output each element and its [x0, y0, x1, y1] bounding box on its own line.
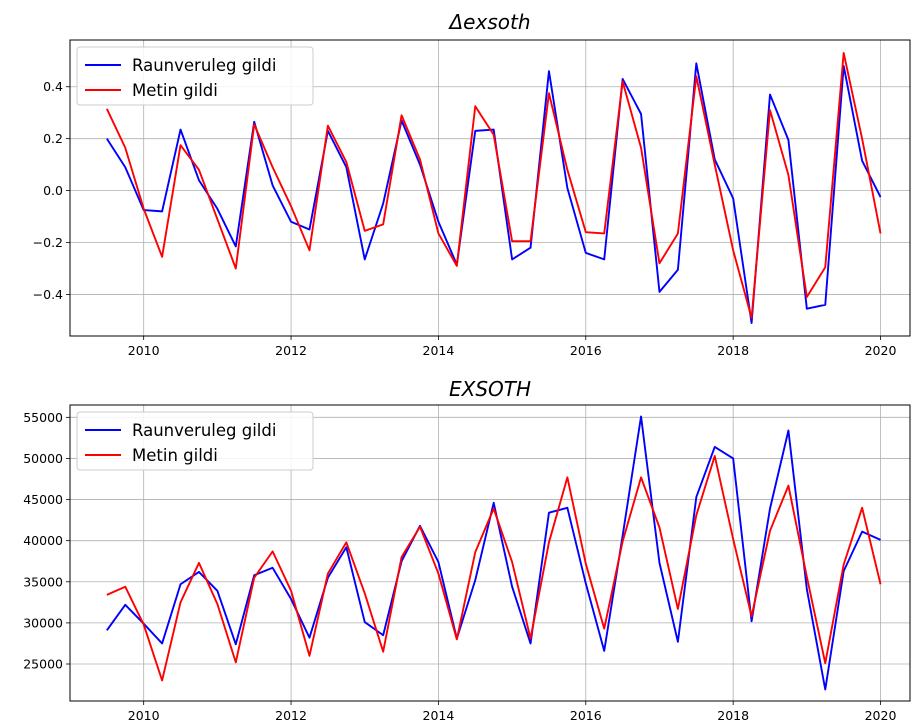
x-tick-label: 2010: [128, 708, 160, 723]
series-line: [106, 62, 882, 324]
legend-label: Metin gildi: [132, 446, 218, 465]
y-tick-label: 0.2: [43, 131, 63, 146]
y-tick-label: 40000: [23, 533, 63, 548]
legend: Raunveruleg gildi Metin gildi: [76, 46, 314, 106]
y-tick-label: 45000: [23, 492, 63, 507]
legend-label: Raunveruleg gildi: [132, 421, 276, 440]
y-tick-label: −0.4: [33, 287, 63, 302]
y-tick-label: 0.4: [43, 79, 63, 94]
legend: Raunveruleg gildi Metin gildi: [76, 411, 314, 471]
x-tick-label: 2016: [570, 708, 602, 723]
y-tick-label: 25000: [23, 657, 63, 672]
chart-panel-exsoth-diff: Δexsoth 2010 2012 2014 2016 2018 2020 −0.4 −0.2…: [33, 10, 911, 358]
series-line: [105, 52, 882, 319]
series-line: [106, 455, 882, 682]
x-tick-label: 2020: [865, 708, 897, 723]
chart-title: Δexsoth: [448, 10, 531, 34]
y-tick-label: 50000: [23, 451, 63, 466]
x-tick-label: 2020: [865, 343, 897, 358]
chart-panel-exsoth-level: EXSOTH 2010 2012 2014 2016 2018 2020 25000 3000…: [23, 377, 911, 723]
x-tick-label: 2014: [423, 343, 455, 358]
series-line: [106, 415, 881, 691]
legend-box: [76, 411, 314, 471]
axes-frame: [69, 39, 911, 337]
legend-box: [76, 46, 314, 106]
y-tick-label: 30000: [23, 615, 63, 630]
legend-label: Metin gildi: [132, 81, 218, 100]
legend-label: Raunveruleg gildi: [132, 56, 276, 75]
y-tick-label: 55000: [23, 410, 63, 425]
x-tick-label: 2012: [275, 343, 307, 358]
axes-frame: [69, 404, 911, 702]
chart-title: EXSOTH: [449, 377, 531, 401]
y-tick-label: −0.2: [33, 235, 63, 250]
x-tick-label: 2014: [423, 708, 455, 723]
x-tick-label: 2018: [717, 708, 749, 723]
x-tick-label: 2016: [570, 343, 602, 358]
x-tick-label: 2010: [128, 343, 160, 358]
x-tick-label: 2018: [717, 343, 749, 358]
y-tick-label: 0.0: [43, 183, 63, 198]
y-tick-label: 35000: [23, 574, 63, 589]
x-tick-label: 2012: [275, 708, 307, 723]
